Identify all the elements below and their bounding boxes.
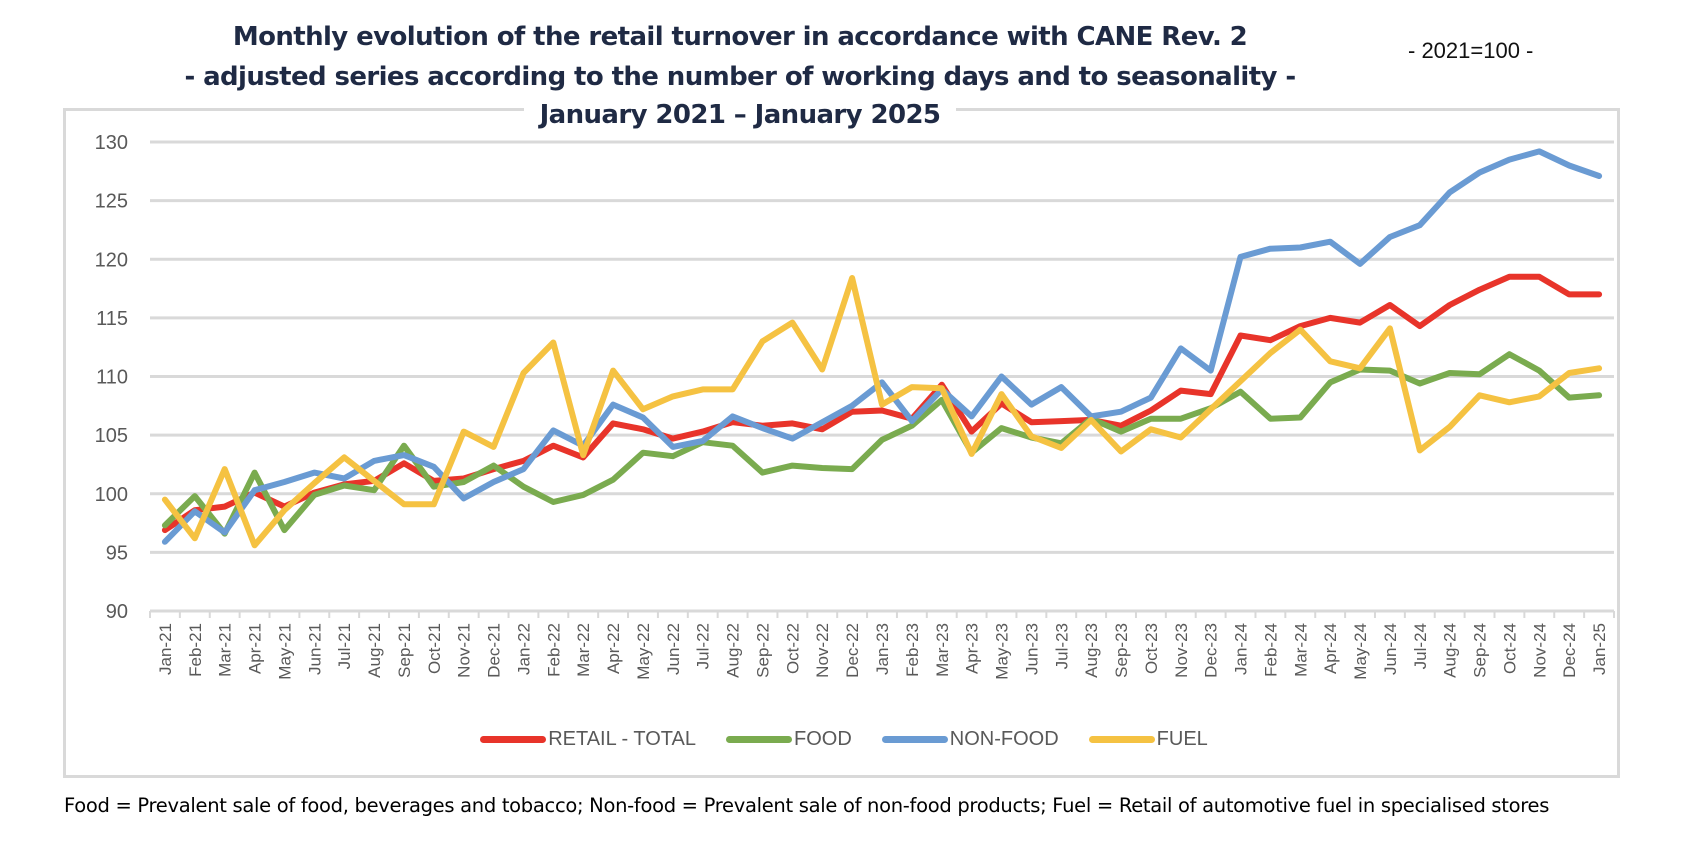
x-tick-label: Jun-22 xyxy=(664,623,683,675)
y-tick-label: 95 xyxy=(106,542,128,564)
x-tick-label: Apr-22 xyxy=(604,623,623,674)
gridlines xyxy=(150,140,1614,613)
chart-title-line-2: - adjusted series according to the numbe… xyxy=(184,62,1296,92)
x-tick-label: Jan-23 xyxy=(873,623,892,675)
chart-title-line-1: Monthly evolution of the retail turnover… xyxy=(232,22,1248,52)
legend-item: NON-FOOD xyxy=(881,728,1059,751)
x-tick-label: Aug-23 xyxy=(1082,623,1101,678)
legend-label: NON-FOOD xyxy=(949,728,1059,750)
x-tick-label: Aug-22 xyxy=(724,623,743,678)
y-tick-label: 130 xyxy=(95,132,128,154)
legend-swatch xyxy=(480,736,547,743)
series-line-non-food xyxy=(161,148,1603,545)
x-tick-label: May-23 xyxy=(993,623,1012,680)
x-tick-label: May-24 xyxy=(1351,623,1370,680)
x-tick-label: Jun-23 xyxy=(1022,623,1041,675)
legend-label: FOOD xyxy=(794,728,852,750)
legend-item: RETAIL - TOTAL xyxy=(480,728,696,751)
x-tick-label: Nov-24 xyxy=(1530,623,1549,678)
legend-item: FOOD xyxy=(726,728,852,751)
x-tick-label: Feb-23 xyxy=(903,623,922,677)
x-tick-label: Feb-24 xyxy=(1261,623,1280,677)
legend-swatch xyxy=(881,736,948,743)
x-tick-label: Oct-24 xyxy=(1500,623,1519,674)
series-line-retail-total xyxy=(161,273,1603,534)
x-tick-label: Nov-21 xyxy=(455,623,474,678)
x-tick-label: Sep-21 xyxy=(395,623,414,678)
x-tick-label: Dec-21 xyxy=(485,623,504,678)
footnote: Food = Prevalent sale of food, beverages… xyxy=(64,794,1550,817)
x-tick-label: Jan-21 xyxy=(156,623,175,675)
series-line-fuel xyxy=(161,275,1603,549)
y-tick-label: 110 xyxy=(96,367,128,389)
x-tick-label: Mar-24 xyxy=(1291,623,1310,677)
x-tick-label: Jul-22 xyxy=(694,623,713,669)
x-tick-label: Jul-21 xyxy=(335,623,354,669)
x-tick-label: Apr-21 xyxy=(246,623,265,674)
x-tick-label: Apr-23 xyxy=(963,623,982,674)
x-tick-label: Feb-22 xyxy=(544,623,563,677)
x-tick-label: Sep-24 xyxy=(1471,623,1490,678)
chart-title-line-3-wrapper: January 2021 – January 2025 xyxy=(0,100,1480,130)
legend-label: RETAIL - TOTAL xyxy=(548,728,696,750)
x-tick-label: Oct-21 xyxy=(425,623,444,674)
x-tick-label: Mar-21 xyxy=(216,623,235,677)
legend-item: FUEL xyxy=(1088,728,1208,751)
x-tick-label: Mar-23 xyxy=(933,623,952,677)
legend: RETAIL - TOTAL FOOD NON-FOOD FUEL xyxy=(0,728,1688,751)
x-tick-label: Mar-22 xyxy=(574,623,593,677)
x-axis: Jan-21 Feb-21 Mar-21 Apr-21 May-21 Jun-21 Jul-… xyxy=(149,611,1615,680)
x-tick-label: Jul-24 xyxy=(1411,623,1430,669)
legend-swatch xyxy=(1088,736,1155,743)
y-tick-label: 90 xyxy=(106,601,128,623)
x-tick-label: Oct-22 xyxy=(783,623,802,674)
series-lines xyxy=(161,148,1603,549)
x-tick-label: Oct-23 xyxy=(1142,623,1161,674)
x-tick-label: Dec-22 xyxy=(843,623,862,678)
x-tick-label: Jan-22 xyxy=(514,623,533,675)
x-tick-label: Aug-24 xyxy=(1441,623,1460,678)
base-year-note: - 2021=100 - xyxy=(1408,38,1534,63)
x-tick-label: Jun-21 xyxy=(305,623,324,675)
y-tick-label: 115 xyxy=(96,308,128,330)
x-tick-label: May-21 xyxy=(275,623,294,680)
x-tick-label: Sep-22 xyxy=(753,623,772,678)
y-tick-label: 120 xyxy=(95,249,128,271)
x-tick-label: Apr-24 xyxy=(1321,623,1340,674)
y-tick-label: 100 xyxy=(95,484,128,506)
x-tick-label: Jan-25 xyxy=(1590,623,1609,675)
x-tick-label: Jun-24 xyxy=(1381,623,1400,675)
x-tick-label: Nov-22 xyxy=(813,623,832,678)
legend-swatch xyxy=(726,736,792,743)
x-tick-label: May-22 xyxy=(634,623,653,680)
x-tick-label: Aug-21 xyxy=(365,623,384,678)
y-axis-ticks: 90 95 100 105 110 115 120 125 130 xyxy=(95,132,128,623)
x-tick-label: Feb-21 xyxy=(186,623,205,677)
x-tick-label: Jul-23 xyxy=(1052,623,1071,669)
y-tick-label: 105 xyxy=(95,425,128,447)
x-tick-label: Nov-23 xyxy=(1172,623,1191,678)
y-tick-label: 125 xyxy=(95,191,128,213)
legend-label: FUEL xyxy=(1156,728,1208,750)
x-tick-label: Sep-23 xyxy=(1112,623,1131,678)
x-tick-label: Dec-23 xyxy=(1202,623,1221,678)
x-tick-label: Jan-24 xyxy=(1232,623,1251,675)
x-tick-label: Dec-24 xyxy=(1560,623,1579,678)
chart-title-line-3: January 2021 – January 2025 xyxy=(523,100,957,130)
